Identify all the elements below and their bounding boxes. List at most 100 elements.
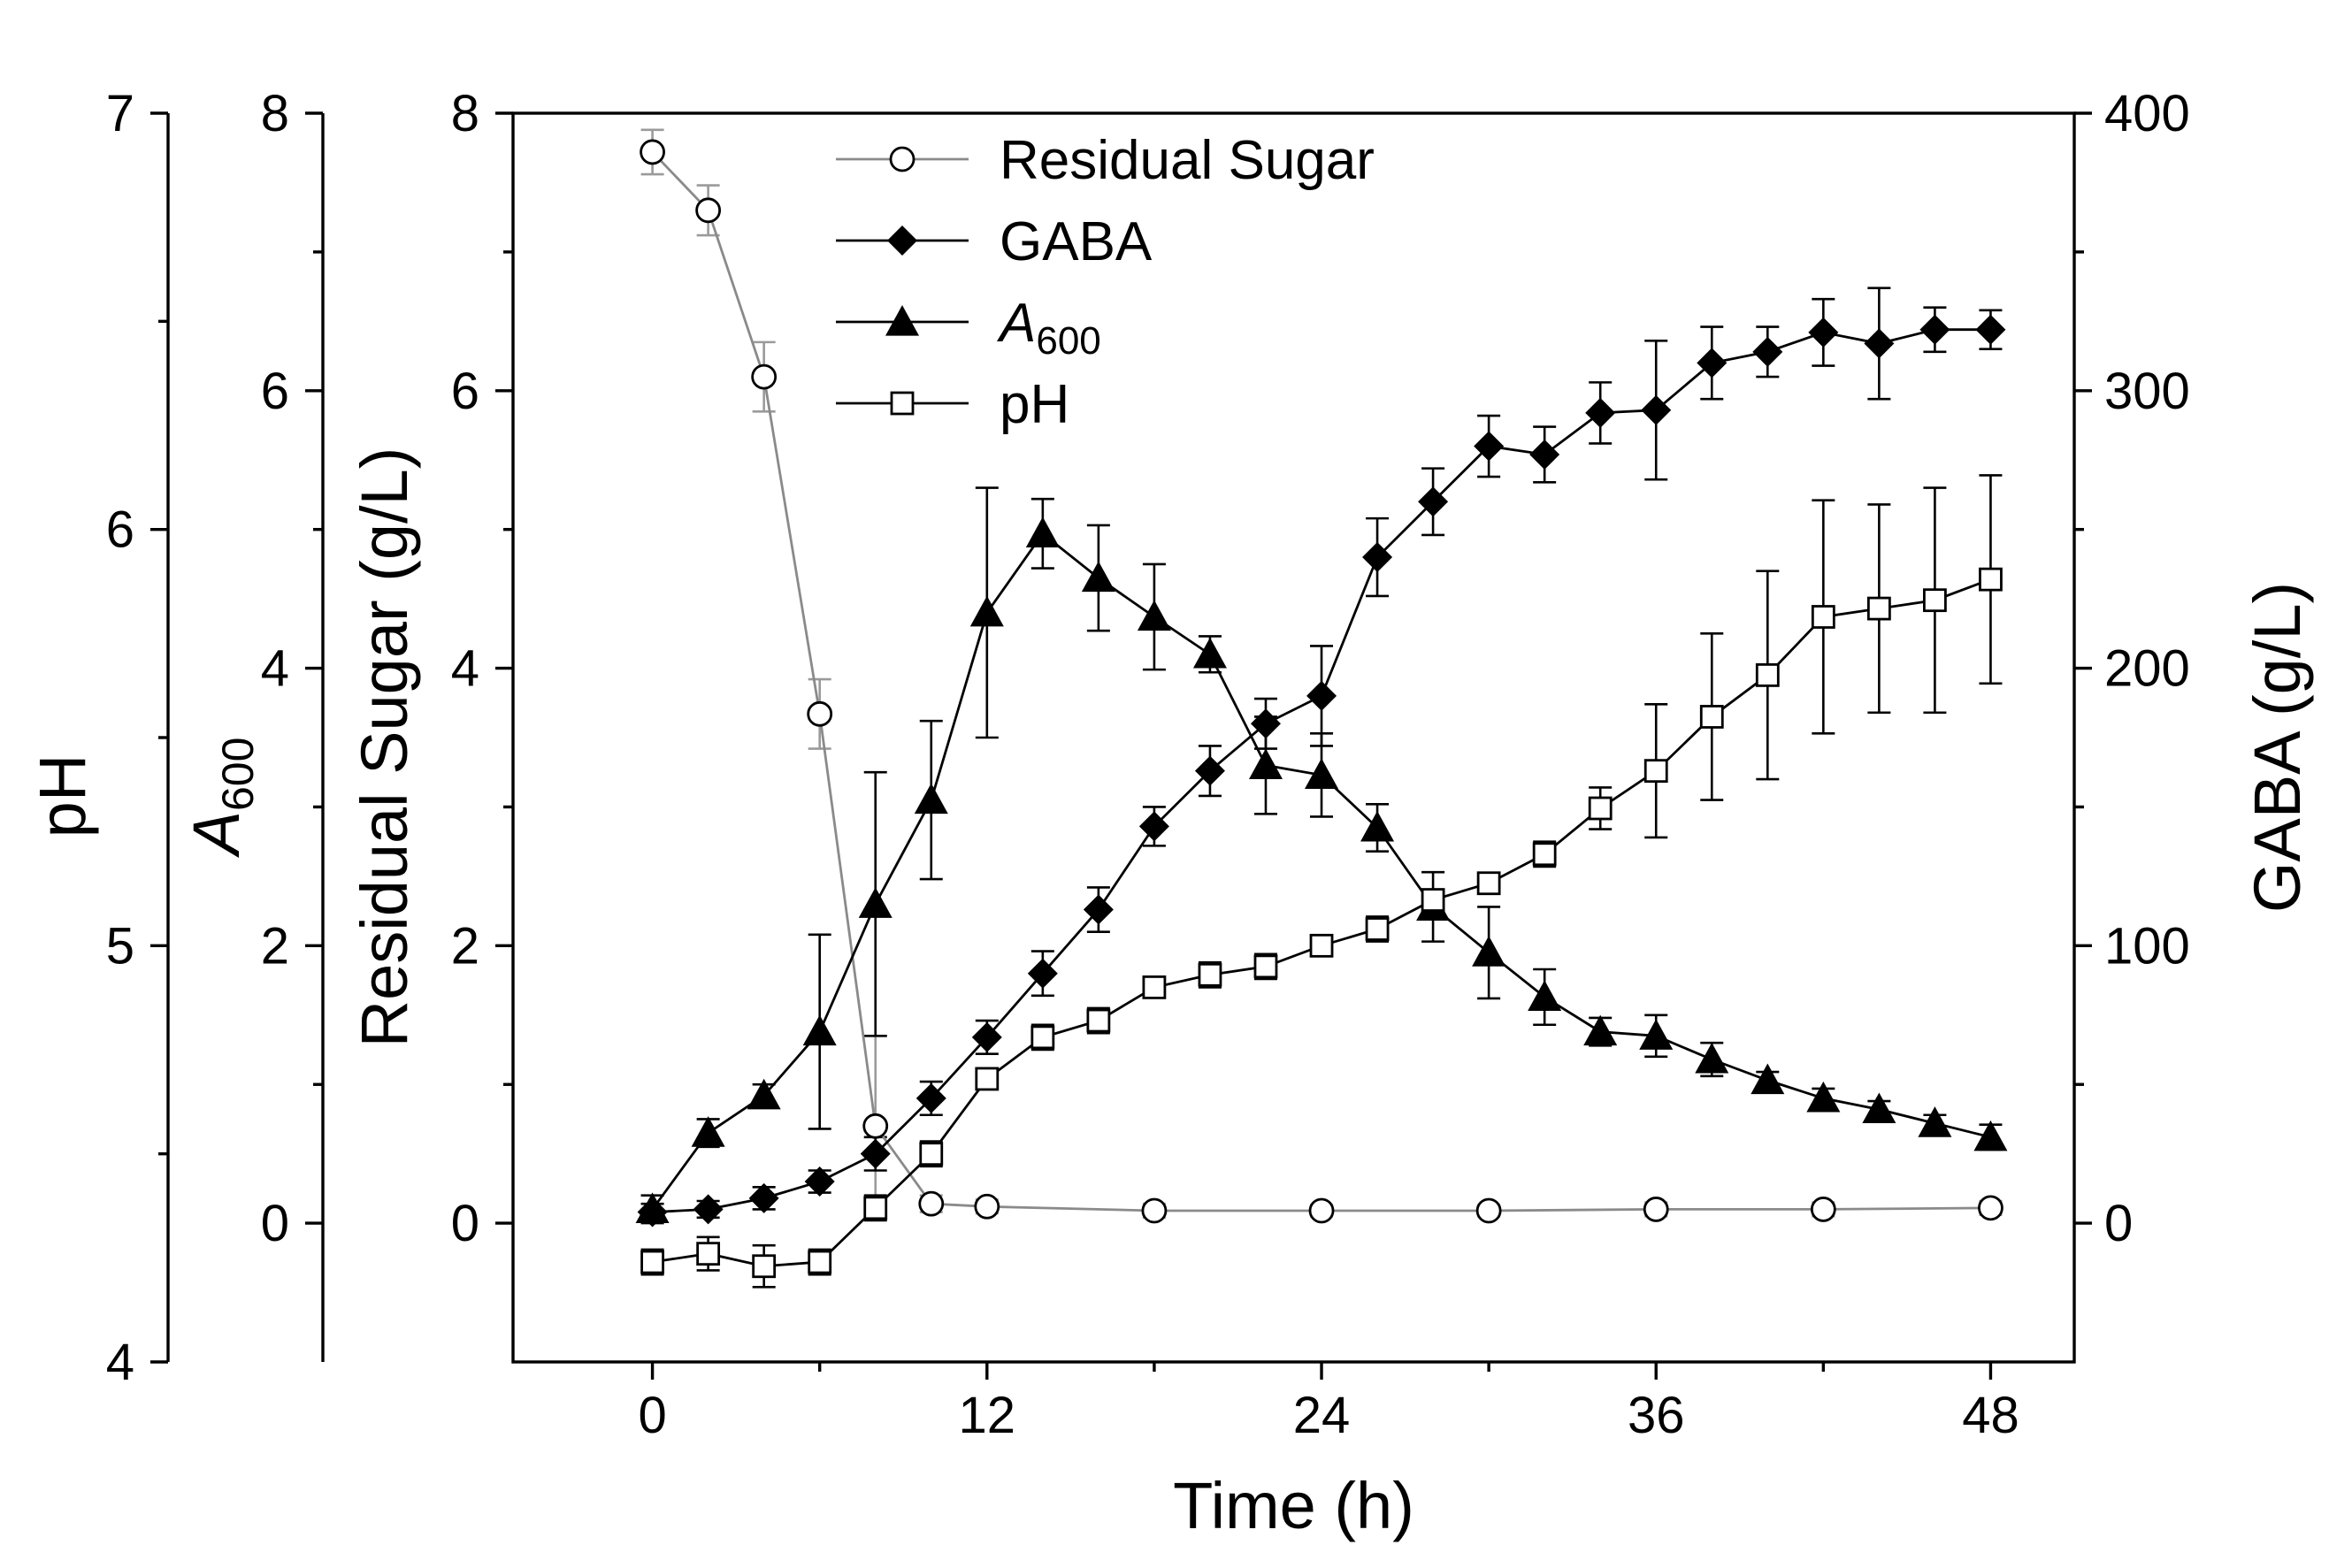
residual-sugar-point: [695, 197, 722, 224]
gaba-point: [1864, 328, 1895, 359]
gaba-point: [1641, 394, 1672, 425]
ph-point: [1476, 871, 1501, 896]
a600-line: [651, 532, 1991, 1211]
a600-point: [1918, 1106, 1952, 1137]
a600-tick-label: 0: [261, 1195, 289, 1252]
residual-sugar-point: [1643, 1197, 1669, 1222]
legend: Residual Sugar GABA A600 pH: [836, 130, 1375, 435]
gaba-point: [860, 1138, 891, 1169]
sugar-tick-label: 0: [451, 1195, 479, 1252]
ph-point: [1198, 962, 1222, 987]
gaba-point: [1697, 348, 1728, 379]
gaba-axis-label: GABA (g/L): [2241, 582, 2314, 913]
ph-point: [1532, 842, 1557, 867]
gaba-point: [1585, 397, 1616, 428]
ph-point: [1923, 588, 1947, 613]
gaba-tick-label: 300: [2104, 363, 2190, 420]
residual-sugar-point: [640, 139, 665, 165]
a600-point: [1081, 561, 1115, 593]
residual-sugar-point: [1308, 1197, 1335, 1224]
a600-point: [1360, 810, 1395, 842]
x-axis-label: Time (h): [1173, 1469, 1414, 1542]
residual-sugar-point: [751, 363, 778, 390]
ph-point: [1030, 1025, 1055, 1050]
gaba-point: [1250, 708, 1281, 739]
residual-sugar-point: [1978, 1195, 2003, 1221]
ph-point: [1699, 705, 1724, 729]
a600-point: [969, 595, 1004, 627]
sugar-axis-label: Residual Sugar (g/L): [348, 447, 421, 1048]
a600-point: [1751, 1063, 1785, 1095]
a600-point: [1639, 1019, 1674, 1050]
ph-point: [1811, 605, 1835, 629]
ph-point: [863, 1196, 888, 1220]
gaba-tick-label: 400: [2104, 85, 2190, 142]
a600-point: [635, 1192, 670, 1224]
gaba-point: [1808, 317, 1839, 348]
ph-tick-label: 7: [106, 85, 134, 142]
a600-tick-label: 6: [261, 363, 289, 420]
residual-sugar-point: [1141, 1197, 1168, 1224]
ph-point: [975, 1067, 1000, 1091]
gaba-tick-label: 0: [2104, 1195, 2133, 1252]
residual-sugar-point: [862, 1113, 889, 1139]
gaba-point: [804, 1166, 835, 1197]
ph-point: [1142, 975, 1167, 999]
a600-point: [1305, 758, 1339, 789]
legend-a600-marker: [885, 305, 919, 336]
a600-point: [1192, 637, 1227, 669]
ph-point: [1253, 954, 1278, 979]
sugar-tick-label: 4: [451, 640, 479, 698]
gaba-tick-label: 200: [2104, 640, 2190, 698]
a600-point: [1806, 1081, 1841, 1113]
x-tick-label: 24: [1293, 1387, 1351, 1444]
a600-point: [1137, 600, 1171, 631]
sugar-tick-label: 8: [451, 85, 479, 142]
legend-ph-label: pH: [1000, 374, 1069, 435]
residual-sugar-point: [1475, 1197, 1502, 1224]
ph-point: [1643, 759, 1668, 784]
a600-point: [1248, 748, 1283, 779]
residual-sugar-point: [974, 1193, 1000, 1220]
x-tick-label: 0: [638, 1387, 666, 1444]
a600-point: [1528, 980, 1562, 1011]
gaba-point: [1194, 755, 1225, 786]
legend-gaba-label: GABA: [1000, 211, 1153, 272]
gaba-tick-label: 100: [2104, 917, 2190, 975]
ph-point: [1866, 596, 1891, 621]
x-tick-label: 36: [1628, 1387, 1685, 1444]
a600-point: [1472, 936, 1506, 967]
ph-point: [1755, 663, 1780, 687]
legend-residual-sugar-label: Residual Sugar: [1000, 130, 1375, 191]
gaba-point: [1362, 542, 1393, 573]
gaba-point: [971, 1021, 1002, 1052]
ph-point: [1309, 933, 1334, 958]
a600-point: [914, 783, 948, 815]
residual-sugar-point: [1810, 1197, 1836, 1222]
sugar-tick-label: 2: [451, 917, 479, 975]
ph-point: [1421, 888, 1445, 912]
gaba-point: [1919, 314, 1950, 345]
ph-point: [640, 1250, 664, 1274]
gaba-point: [916, 1082, 946, 1113]
x-tick-label: 12: [959, 1387, 1016, 1444]
x-tick-label: 48: [1962, 1387, 2019, 1444]
gaba-point: [1975, 314, 2006, 345]
ph-point: [696, 1242, 721, 1266]
a600-axis-label: A600: [180, 738, 263, 859]
gaba-point: [748, 1182, 779, 1213]
gaba-point: [1529, 439, 1560, 470]
gaba-point: [1083, 894, 1114, 925]
a600-point: [691, 1116, 725, 1147]
ph-point: [808, 1250, 832, 1274]
a600-point: [1862, 1092, 1896, 1124]
sugar-tick-label: 6: [451, 363, 479, 420]
ph-tick-label: 6: [106, 501, 134, 559]
a600-point: [858, 887, 893, 918]
ph-tick-label: 5: [106, 917, 134, 975]
plot-frame: [511, 111, 2076, 1364]
a600-tick-label: 8: [261, 85, 289, 142]
legend-ph-marker: [890, 391, 915, 416]
